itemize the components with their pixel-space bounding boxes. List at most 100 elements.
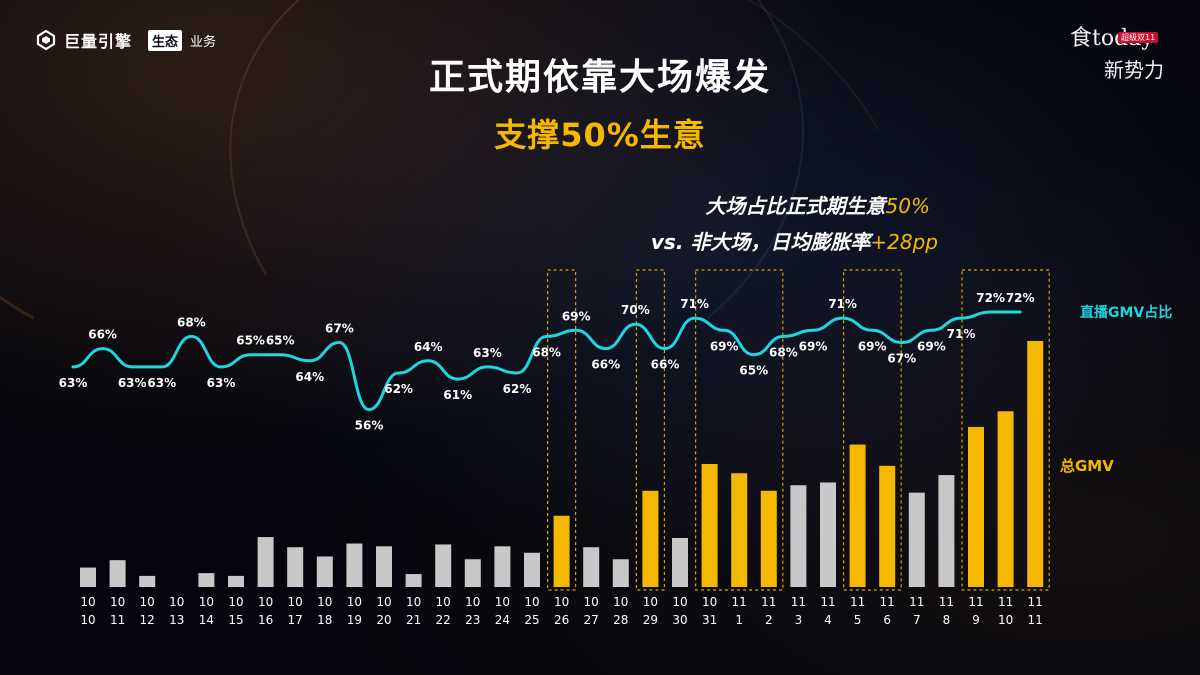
x-tick-label: 10 xyxy=(554,595,569,609)
x-tick-label: 13 xyxy=(169,613,184,627)
ecosystem-badge: 生态 xyxy=(148,29,183,51)
brand-name: 巨量引擎 xyxy=(64,32,133,51)
line-data-label: 69% xyxy=(917,339,946,353)
x-tick-label: 10 xyxy=(347,595,362,609)
x-tick-label: 10 xyxy=(465,595,480,609)
x-tick-label: 1 xyxy=(735,613,743,627)
x-tick-label: 22 xyxy=(436,613,451,627)
x-tick-label: 29 xyxy=(643,613,658,627)
x-tick-label: 15 xyxy=(228,613,243,627)
x-tick-label: 16 xyxy=(258,613,273,627)
line-data-label: 72% xyxy=(1006,291,1035,305)
line-data-label: 64% xyxy=(414,340,443,354)
x-tick-label: 25 xyxy=(524,613,539,627)
x-tick-label: 10 xyxy=(376,595,391,609)
x-tick-label: 11 xyxy=(850,595,865,609)
bar xyxy=(672,537,688,587)
bar xyxy=(376,546,392,587)
line-data-label: 63% xyxy=(59,376,88,390)
line-data-label: 69% xyxy=(858,339,887,353)
annotation-growth: vs. 非大场，日均膨胀率+28pp xyxy=(651,226,938,255)
line-data-label: 67% xyxy=(325,322,354,336)
bar xyxy=(405,574,422,587)
x-tick-label: 10 xyxy=(140,595,155,609)
line-data-label: 69% xyxy=(562,309,591,323)
series-line xyxy=(71,310,1022,412)
bar xyxy=(820,482,836,587)
x-tick-label: 21 xyxy=(406,613,421,627)
x-tick-label: 10 xyxy=(80,595,95,609)
line-data-label: 63% xyxy=(207,376,236,390)
bar xyxy=(346,543,363,587)
highlight-box xyxy=(546,269,577,591)
x-tick-label: 17 xyxy=(288,613,303,627)
highlight-box xyxy=(842,269,902,591)
line-data-label: 72% xyxy=(976,291,1005,305)
bar xyxy=(583,547,600,587)
line-data-label: 61% xyxy=(443,388,472,402)
line-data-label: 64% xyxy=(295,370,324,384)
line-data-label: 69% xyxy=(710,339,739,353)
x-tick-label: 27 xyxy=(584,613,599,627)
x-tick-label: 11 xyxy=(880,595,895,609)
bar xyxy=(908,492,925,587)
x-tick-label: 10 xyxy=(584,595,599,609)
bar xyxy=(701,463,718,587)
line-data-label: 68% xyxy=(177,315,206,329)
campaign-logo-tag: 超级双11 xyxy=(1118,32,1159,43)
bar xyxy=(109,560,126,587)
x-tick-label: 10 xyxy=(110,595,125,609)
legend-line-label: 直播GMV占比 xyxy=(1080,304,1172,321)
bar xyxy=(198,573,215,587)
bar xyxy=(849,444,866,587)
bar xyxy=(760,490,777,587)
line-data-label: 71% xyxy=(828,297,857,311)
x-tick-label: 10 xyxy=(524,595,539,609)
x-tick-label: 9 xyxy=(972,613,980,627)
legend-bar-label: 总GMV xyxy=(1060,457,1114,475)
ocean-engine-icon xyxy=(36,30,56,50)
x-tick-label: 10 xyxy=(613,595,628,609)
line-data-label: 65% xyxy=(739,364,768,378)
x-tick-label: 10 xyxy=(436,595,451,609)
x-tick-label: 10 xyxy=(228,595,243,609)
x-tick-label: 26 xyxy=(554,613,569,627)
x-tick-label: 14 xyxy=(199,613,214,627)
bar xyxy=(642,490,659,587)
bar xyxy=(1027,340,1044,587)
x-tick-label: 11 xyxy=(909,595,924,609)
line-data-label: 66% xyxy=(88,328,117,342)
line-data-label: 71% xyxy=(680,297,709,311)
x-tick-label: 10 xyxy=(998,613,1013,627)
x-tick-label: 20 xyxy=(376,613,391,627)
x-tick-label: 10 xyxy=(80,613,95,627)
x-tick-label: 18 xyxy=(317,613,332,627)
bar xyxy=(228,575,244,587)
bar xyxy=(287,547,304,587)
x-tick-label: 11 xyxy=(732,595,747,609)
bar xyxy=(494,546,511,587)
x-tick-label: 24 xyxy=(495,613,510,627)
line-data-label: 68% xyxy=(769,345,798,359)
line-data-label: 62% xyxy=(503,382,532,396)
annotation-growth-text: vs. 非大场，日均膨胀率 xyxy=(650,230,871,254)
bar xyxy=(553,515,570,587)
bar xyxy=(731,473,748,587)
bar xyxy=(968,426,984,587)
bar xyxy=(139,575,156,587)
annotation-share-value: 50% xyxy=(885,194,930,218)
x-tick-label: 7 xyxy=(913,613,921,627)
line-data-label: 63% xyxy=(118,376,147,390)
x-tick-label: 11 xyxy=(939,595,954,609)
x-tick-label: 2 xyxy=(765,613,773,627)
line-data-label: 62% xyxy=(384,382,413,396)
campaign-logo: 食today 超级双11 新势力 xyxy=(1070,20,1182,84)
bar xyxy=(524,552,540,587)
bar xyxy=(80,567,96,587)
x-tick-label: 28 xyxy=(613,613,628,627)
bar xyxy=(997,411,1014,587)
x-tick-label: 19 xyxy=(347,613,362,627)
annotation-share-text: 大场占比正式期生意 xyxy=(705,194,886,218)
line-data-label: 56% xyxy=(355,419,384,433)
